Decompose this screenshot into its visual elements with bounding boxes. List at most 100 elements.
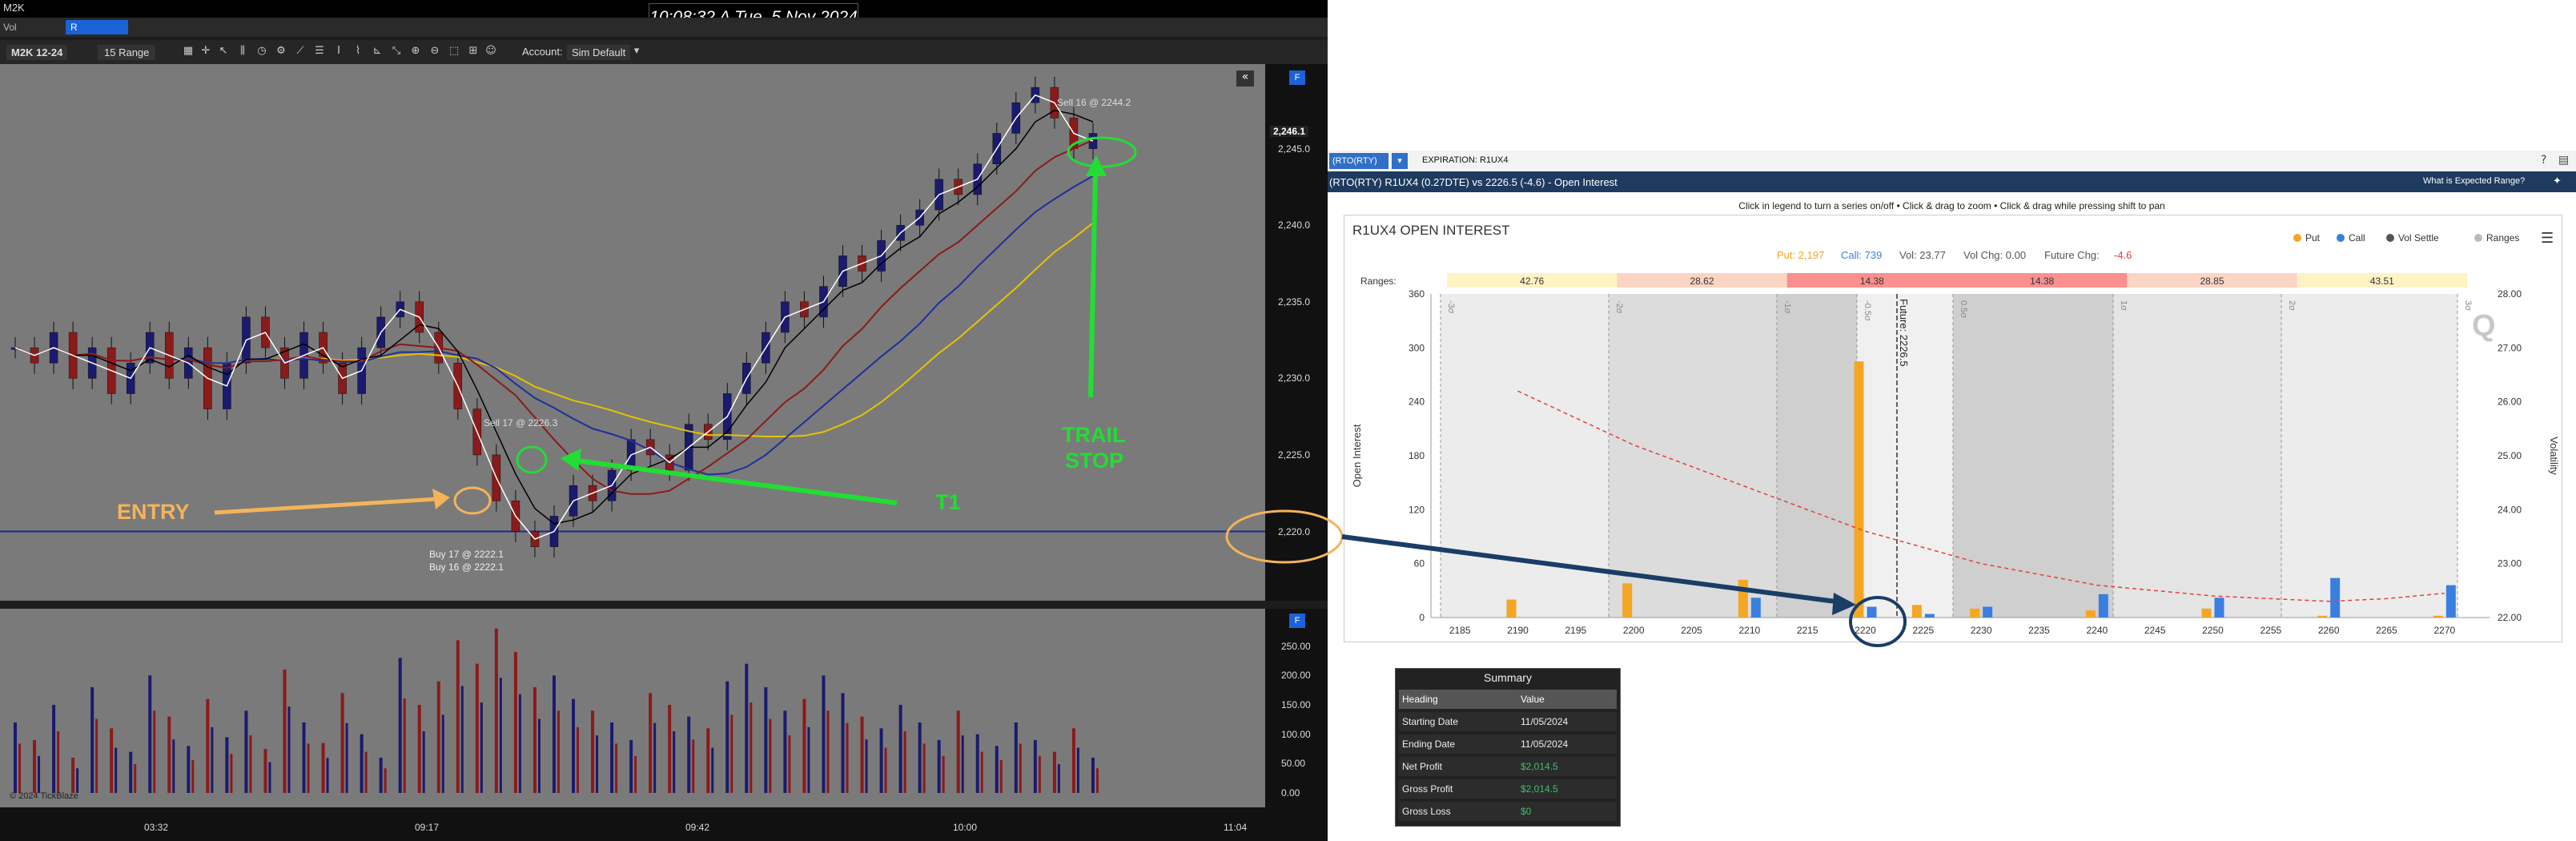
legend-marker[interactable] [2293, 234, 2301, 242]
blue-ma-line [14, 175, 1094, 476]
instrument-selector[interactable]: M2K 12-24 [6, 45, 68, 60]
volume-bar [942, 755, 945, 793]
volume-bar [153, 710, 156, 793]
bar-call[interactable] [2445, 585, 2456, 618]
legend-item[interactable]: Ranges [2486, 232, 2519, 243]
volume-bar [557, 710, 560, 793]
legend-marker[interactable] [2474, 234, 2482, 242]
volume-bar [673, 731, 676, 793]
range-value: 28.85 [2200, 276, 2224, 287]
chevron-down-icon[interactable]: ▾ [1392, 153, 1408, 169]
account-selector[interactable]: Sim Default [567, 45, 631, 60]
bar-put[interactable] [1854, 361, 1864, 618]
volume-bar [865, 739, 868, 793]
watermark-logo: Q [2472, 309, 2496, 343]
volume-bar [494, 628, 498, 793]
tab-row: Vol R [0, 18, 1328, 37]
user-icon[interactable]: ☺ [485, 45, 496, 57]
tab-vol[interactable]: Vol [3, 22, 17, 33]
legend-item[interactable]: Vol Settle [2398, 232, 2439, 243]
clock-icon[interactable]: ◷ [257, 45, 267, 57]
symbol-button[interactable]: (RTO(RTY) [1329, 153, 1388, 169]
help-icon[interactable]: ? [2541, 154, 2547, 167]
trail-label-2: STOP [1065, 449, 1123, 473]
vol-axis-f-button[interactable]: F [1289, 614, 1305, 628]
volume-bar [76, 768, 79, 793]
t1-arrow [576, 458, 898, 505]
price-panel[interactable]: Buy 17 @ 2222.1 Buy 16 @ 2222.1 Sell 17 @ … [0, 64, 1265, 601]
summary-row-value: $2,014.5 [1521, 761, 1558, 772]
volume-bar [57, 731, 60, 793]
bar-call[interactable] [1983, 606, 1993, 618]
expected-range-link[interactable]: What is Expected Range? [2423, 176, 2526, 186]
crosshair-icon[interactable]: ✛ [201, 45, 211, 57]
volume-bar [1057, 764, 1060, 793]
menu-icon[interactable]: ☰ [2541, 230, 2554, 247]
volume-bar [879, 728, 883, 793]
axis-f-button[interactable]: F [1289, 70, 1305, 85]
pan-icon[interactable]: ⤡ [392, 45, 401, 57]
indicators-icon[interactable]: ⚙ [276, 45, 286, 57]
fit-icon[interactable]: ⬚ [448, 45, 460, 57]
zoom-in-icon[interactable]: ⊕ [411, 45, 420, 57]
bar-put[interactable] [1970, 608, 1980, 618]
bar-call[interactable] [2330, 577, 2341, 618]
bar-put[interactable] [1738, 579, 1748, 618]
price-tick-label: 2,235.0 [1278, 296, 1311, 308]
bar-call[interactable] [2214, 598, 2224, 618]
legend-item[interactable]: Call [2349, 232, 2365, 243]
volume-chart[interactable] [0, 609, 1265, 807]
chevron-down-icon[interactable]: ▾ [633, 45, 640, 57]
volume-bar [230, 754, 233, 793]
bar-put[interactable] [1911, 605, 1922, 618]
volume-panel[interactable]: © 2024 TickBlaze [0, 609, 1265, 807]
legend-marker[interactable] [2386, 234, 2394, 242]
entry-circle [453, 486, 492, 515]
range-band [1447, 273, 1618, 288]
last-price-tag: 2,246.1 [1270, 125, 1309, 137]
bar-call[interactable] [1924, 614, 1935, 618]
tab-r[interactable]: R [66, 20, 128, 34]
fib-icon[interactable]: ☰ [315, 45, 324, 57]
bars-icon[interactable]: ▦ [183, 45, 194, 57]
bar-call[interactable] [1867, 606, 1877, 618]
collapse-icon[interactable]: « [1236, 70, 1254, 87]
draw-tool-icon[interactable]: ⌇ [355, 45, 361, 57]
volume-bar [321, 742, 325, 793]
bar-put[interactable] [1506, 599, 1517, 618]
twitter-icon[interactable]: ✦ [2553, 175, 2562, 187]
bar-put[interactable] [2317, 615, 2328, 618]
bar-call[interactable] [2098, 594, 2108, 618]
print-icon[interactable]: ▤ [2558, 154, 2570, 167]
pointer-icon[interactable]: ↖ [219, 45, 228, 57]
y-tick-label: 240 [1409, 396, 1425, 408]
measure-icon[interactable]: ⊾ [372, 45, 382, 57]
bar-put[interactable] [2085, 610, 2096, 618]
summary-row-label: Gross Loss [1402, 806, 1451, 817]
bar-call[interactable] [1750, 598, 1761, 618]
legend-item[interactable]: Put [2305, 232, 2321, 243]
line-tool-icon[interactable]: ⟋ [296, 45, 304, 57]
oi-chart-frame[interactable]: R1UX4 OPEN INTEREST Put: 2,197 Call: 739 Vo… [1344, 215, 2562, 642]
entry-arrow-head [432, 489, 450, 509]
legend-marker[interactable] [2337, 234, 2345, 242]
range-selector[interactable]: 15 Range [98, 45, 156, 60]
volume-bar [649, 693, 653, 793]
oi-chart[interactable]: R1UX4 OPEN INTEREST Put: 2,197 Call: 739 Vo… [1344, 215, 2562, 642]
bar-put[interactable] [2201, 608, 2212, 618]
text-tool-icon[interactable]: Ⅰ [337, 45, 340, 57]
zoom-out-icon[interactable]: ⊖ [430, 45, 440, 57]
expiration-select[interactable]: R1UX4 [1480, 155, 1509, 165]
order-icon[interactable]: ⊞ [468, 45, 478, 57]
volume-bar [244, 710, 248, 793]
volume-bar [999, 759, 1003, 793]
volume-bar [552, 675, 556, 793]
candles-icon[interactable]: ⫼ [240, 45, 245, 57]
bar-put[interactable] [1622, 583, 1633, 618]
volume-bar [191, 759, 195, 793]
x-tick-label: 2220 [1855, 625, 1876, 636]
summary-row-value: $2,014.5 [1521, 783, 1558, 795]
bar-put[interactable] [2433, 615, 2443, 618]
volume-bar [417, 705, 421, 793]
